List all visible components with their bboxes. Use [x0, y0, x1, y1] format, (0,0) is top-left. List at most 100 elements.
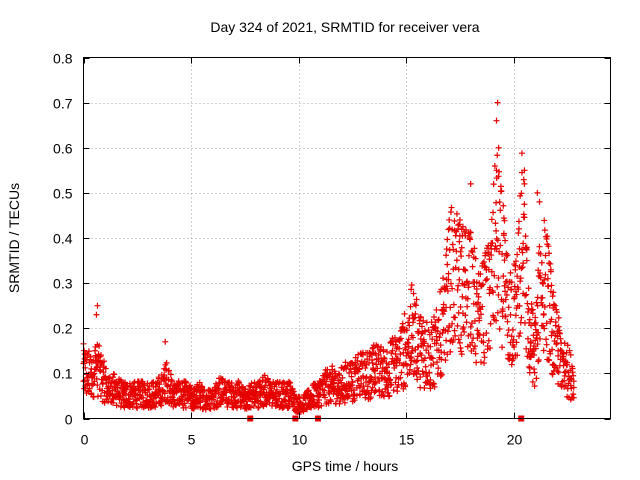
- data-point: [500, 273, 507, 280]
- data-point: [402, 383, 409, 390]
- data-point: [406, 322, 413, 329]
- data-point: [427, 377, 434, 384]
- data-point: [285, 378, 292, 385]
- data-point: [338, 379, 345, 386]
- data-point: [560, 362, 567, 369]
- data-point: [458, 253, 465, 260]
- data-point: [488, 252, 495, 259]
- data-point: [435, 317, 442, 324]
- data-point: [491, 272, 498, 279]
- data-point: [550, 301, 557, 308]
- data-point: [518, 265, 525, 272]
- data-point: [101, 399, 108, 406]
- data-point: [385, 390, 392, 397]
- data-point: [453, 210, 460, 217]
- data-point: [417, 374, 424, 381]
- data-point: [352, 354, 359, 361]
- data-point: [555, 380, 562, 387]
- data-point: [273, 386, 280, 393]
- data-point: [510, 336, 517, 343]
- data-point: [235, 379, 242, 386]
- x-tick-label: 15: [399, 432, 415, 448]
- data-point: [513, 291, 520, 298]
- data-point: [467, 180, 474, 187]
- data-point: [504, 318, 511, 325]
- data-point: [167, 371, 174, 378]
- data-point: [433, 306, 440, 313]
- data-point: [470, 345, 477, 352]
- data-point: [560, 353, 567, 360]
- data-point: [498, 187, 505, 194]
- data-point: [435, 316, 442, 323]
- data-point: [544, 233, 551, 240]
- data-point: [490, 289, 497, 296]
- data-point: [458, 244, 465, 251]
- data-point: [248, 380, 255, 387]
- data-point: [122, 390, 129, 397]
- data-point: [443, 283, 450, 290]
- data-point: [536, 198, 543, 205]
- data-point: [421, 340, 428, 347]
- data-point: [169, 378, 176, 385]
- data-point: [393, 338, 400, 345]
- data-point: [100, 358, 107, 365]
- data-point: [222, 378, 229, 385]
- data-point: [561, 372, 568, 379]
- data-point: [490, 209, 497, 216]
- data-point: [445, 270, 452, 277]
- data-point: [255, 403, 262, 410]
- data-point: [100, 369, 107, 376]
- data-point: [429, 336, 436, 343]
- data-point: [535, 358, 542, 365]
- data-point: [377, 361, 384, 368]
- data-point: [544, 275, 551, 282]
- data-point: [535, 329, 542, 336]
- data-point: [482, 250, 489, 257]
- data-point: [554, 368, 561, 375]
- data-point: [546, 250, 553, 257]
- data-point: [545, 356, 552, 363]
- data-point: [90, 394, 97, 401]
- data-point: [478, 282, 485, 289]
- data-point: [411, 300, 418, 307]
- data-point: [409, 319, 416, 326]
- data-point: [494, 237, 501, 244]
- data-point: [388, 381, 395, 388]
- data-point: [514, 251, 521, 258]
- data-point: [477, 271, 484, 278]
- x-tick-label: 10: [292, 432, 308, 448]
- data-point: [526, 316, 533, 323]
- data-point: [408, 286, 415, 293]
- data-point: [437, 342, 444, 349]
- data-point: [403, 327, 410, 334]
- data-point: [514, 273, 521, 280]
- data-point: [156, 381, 163, 388]
- data-point: [321, 387, 328, 394]
- data-point: [502, 296, 509, 303]
- data-point: [447, 304, 454, 311]
- data-point: [493, 227, 500, 234]
- data-point: [488, 268, 495, 275]
- data-point: [453, 257, 460, 264]
- data-point: [444, 236, 451, 243]
- data-point: [539, 294, 546, 301]
- data-point: [234, 404, 241, 411]
- data-point: [481, 349, 488, 356]
- y-tick-label: 0.2: [53, 321, 73, 337]
- data-point: [406, 366, 413, 373]
- data-point: [424, 373, 431, 380]
- data-point: [208, 400, 215, 407]
- data-point: [469, 248, 476, 255]
- data-point: [356, 384, 363, 391]
- data-point: [543, 341, 550, 348]
- data-point: [362, 365, 369, 372]
- data-point: [534, 189, 541, 196]
- data-point: [418, 330, 425, 337]
- data-point: [441, 349, 448, 356]
- data-point: [173, 401, 180, 408]
- data-point: [475, 293, 482, 300]
- data-point: [390, 387, 397, 394]
- data-point: [371, 381, 378, 388]
- data-point: [375, 351, 382, 358]
- data-point: [527, 353, 534, 360]
